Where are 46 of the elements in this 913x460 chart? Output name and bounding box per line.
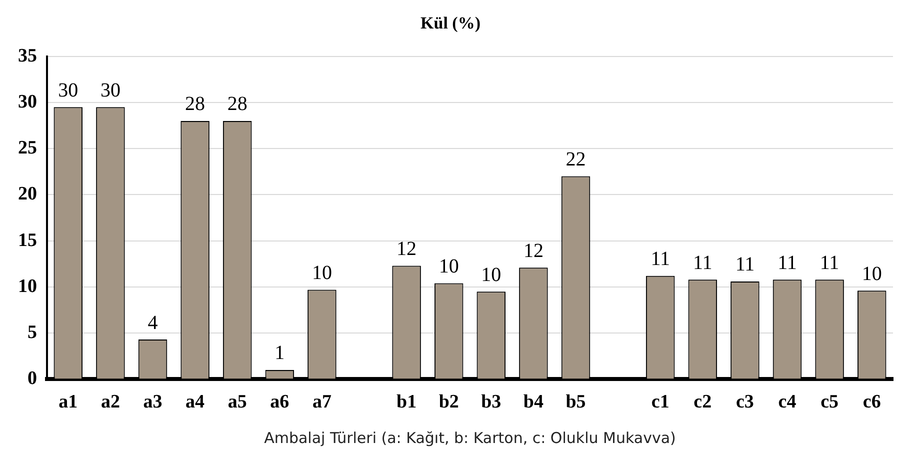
x-tick-label: a2 bbox=[100, 392, 120, 413]
x-tick-label: a3 bbox=[143, 392, 162, 413]
y-tick-label: 0 bbox=[28, 368, 37, 390]
y-tick-label: 5 bbox=[28, 322, 37, 343]
y-tick-label: 25 bbox=[18, 138, 37, 159]
data-label: 11 bbox=[820, 252, 840, 274]
x-axis-title: Ambalaj Türleri (a: Kağıt, b: Karton, c: Oluklu Mukavva) bbox=[264, 428, 676, 447]
chart-title: Kül (%) bbox=[420, 14, 480, 33]
data-label: 10 bbox=[312, 262, 332, 284]
data-label: 10 bbox=[481, 264, 502, 286]
x-tick-label: c3 bbox=[736, 392, 754, 413]
x-tick-label: c4 bbox=[778, 392, 797, 413]
data-label: 30 bbox=[100, 79, 120, 102]
data-label: 12 bbox=[396, 238, 417, 260]
x-tick-label: b1 bbox=[396, 392, 417, 413]
x-tick-label: c2 bbox=[694, 392, 712, 413]
y-tick-label: 15 bbox=[18, 230, 37, 251]
x-tick-label: c5 bbox=[820, 392, 839, 413]
data-label: 30 bbox=[58, 79, 78, 102]
y-tick-label: 30 bbox=[18, 91, 37, 112]
y-tick-label: 10 bbox=[18, 276, 37, 297]
x-tick-label: c1 bbox=[651, 392, 670, 413]
data-label: 11 bbox=[778, 252, 797, 274]
data-label: 10 bbox=[862, 262, 882, 285]
x-tick-label: b2 bbox=[438, 392, 459, 413]
x-tick-label: c6 bbox=[862, 392, 881, 413]
x-tick-label: b3 bbox=[481, 392, 502, 413]
x-tick-label: a1 bbox=[58, 392, 78, 413]
data-label: 4 bbox=[148, 312, 158, 334]
data-label: 1 bbox=[274, 342, 285, 364]
data-label: 28 bbox=[185, 93, 206, 116]
x-tick-label: a4 bbox=[186, 392, 206, 413]
data-label: 11 bbox=[650, 248, 670, 270]
y-tick-label: 35 bbox=[18, 45, 37, 66]
x-tick-label: a6 bbox=[270, 392, 290, 413]
data-label: 11 bbox=[735, 254, 755, 276]
x-tick-label: b4 bbox=[523, 392, 544, 413]
data-label: 12 bbox=[523, 240, 544, 262]
x-tick-label: b5 bbox=[566, 392, 586, 413]
data-label: 11 bbox=[693, 252, 712, 274]
data-label: 28 bbox=[227, 93, 248, 116]
data-label: 10 bbox=[438, 256, 459, 278]
x-tick-label: a7 bbox=[312, 392, 332, 413]
y-tick-label: 20 bbox=[18, 184, 37, 205]
data-label: 22 bbox=[566, 148, 586, 171]
x-tick-label: a5 bbox=[228, 392, 247, 413]
